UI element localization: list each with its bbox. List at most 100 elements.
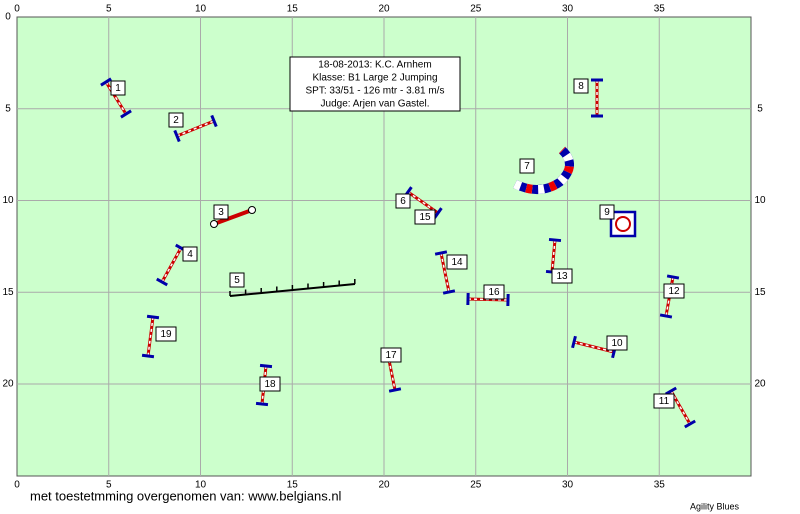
label-box [395, 193, 411, 209]
info-line: 18-08-2013: K.C. Arnhem [318, 60, 431, 71]
obstacle-label: 15 [419, 212, 431, 223]
obstacle-label: 10 [611, 338, 623, 349]
label-box [519, 158, 535, 174]
obstacle-label: 9 [604, 207, 610, 218]
obstacle-label: 5 [234, 275, 240, 286]
jump-wing [442, 289, 456, 295]
label-box [110, 80, 126, 96]
jump-wing [156, 277, 168, 287]
jump-stripe [161, 247, 182, 283]
top-label: 0 [14, 4, 20, 15]
label-box [155, 326, 177, 342]
jump-wing [388, 387, 402, 393]
bottom-label: 35 [654, 480, 666, 491]
obstacle-label: 11 [659, 396, 670, 407]
info-line: Judge: Arjen van Gastel. [321, 99, 430, 110]
obstacle-label: 17 [385, 350, 397, 361]
tyre-end [248, 206, 256, 214]
jump-wing [434, 250, 448, 256]
label-box [168, 112, 184, 128]
jump-wing [173, 129, 181, 143]
tyre-end [210, 220, 218, 228]
bottom-label: 0 [14, 480, 20, 491]
obstacle-label: 18 [264, 379, 276, 390]
label-box [606, 335, 628, 351]
label-box [380, 347, 402, 363]
label-box [414, 209, 436, 225]
jump-wing [259, 363, 273, 369]
jump-wing [665, 386, 677, 396]
label-box [599, 204, 615, 220]
jump-wing [666, 274, 680, 280]
jump-wing [120, 109, 132, 119]
bottom-label: 5 [106, 480, 112, 491]
label-box [229, 272, 245, 288]
obstacle-label: 8 [578, 81, 584, 92]
table [609, 210, 637, 238]
top-label: 35 [654, 4, 666, 15]
label-box [182, 246, 198, 262]
jump-wing [548, 237, 562, 243]
jump-wing [255, 401, 269, 407]
info-box: 18-08-2013: K.C. Arnhem Klasse: B1 Large… [289, 56, 461, 112]
bottom-label: 10 [195, 480, 207, 491]
top-label: 5 [106, 4, 112, 15]
right-label: 20 [754, 379, 766, 390]
jump-stripe [147, 316, 154, 357]
left-label: 5 [5, 103, 11, 114]
label-box [551, 268, 573, 284]
brand: Agility Blues [690, 501, 740, 511]
obstacle-label: 3 [218, 207, 224, 218]
label-box [483, 284, 505, 300]
jump-stripe [573, 341, 615, 353]
info-line: Klasse: B1 Large 2 Jumping [312, 73, 437, 84]
bottom-label: 20 [378, 480, 390, 491]
left-label: 0 [5, 12, 11, 23]
jump-wing [571, 335, 577, 349]
label-box [446, 254, 468, 270]
jump-stripe [105, 81, 127, 115]
jump-stripe [440, 252, 450, 293]
jump-wing [433, 207, 443, 219]
obstacle-label: 6 [400, 196, 406, 207]
obstacle-label: 14 [451, 257, 463, 268]
bottom-label: 30 [562, 480, 574, 491]
jump-wing [146, 314, 160, 320]
jump-wing [210, 114, 218, 128]
top-label: 25 [470, 4, 482, 15]
label-box [259, 376, 281, 392]
obstacle-label: 7 [524, 161, 530, 172]
obstacle-label: 13 [556, 271, 568, 282]
credit: met toestetmming overgenomen van: www.be… [30, 488, 342, 503]
jump-stripe [176, 120, 215, 137]
obstacle-label: 4 [187, 249, 193, 260]
info-frame [289, 56, 461, 112]
obstacle-label: 2 [173, 115, 179, 126]
right-label: 15 [754, 287, 766, 298]
left-label: 10 [2, 195, 14, 206]
top-label: 30 [562, 4, 574, 15]
obstacle-label: 12 [668, 286, 680, 297]
tyre-bar [213, 208, 253, 226]
obstacle-label: 16 [488, 287, 500, 298]
top-label: 15 [287, 4, 299, 15]
right-label: 10 [754, 195, 766, 206]
label-box [663, 283, 685, 299]
info-line: SPT: 33/51 - 126 mtr - 3.81 m/s [306, 86, 445, 97]
left-label: 20 [2, 379, 14, 390]
right-label: 5 [757, 103, 763, 114]
label-box [653, 393, 675, 409]
obstacle-label: 1 [115, 83, 121, 94]
left-label: 15 [2, 287, 14, 298]
jump-wing [100, 77, 112, 87]
jump-wing [659, 313, 673, 319]
jump-wing [141, 353, 155, 359]
bottom-label: 25 [470, 480, 482, 491]
label-box [573, 78, 589, 94]
tunnel-stripe [513, 146, 574, 194]
top-label: 10 [195, 4, 207, 15]
bottom-label: 15 [287, 480, 299, 491]
jump-wing [684, 419, 696, 429]
